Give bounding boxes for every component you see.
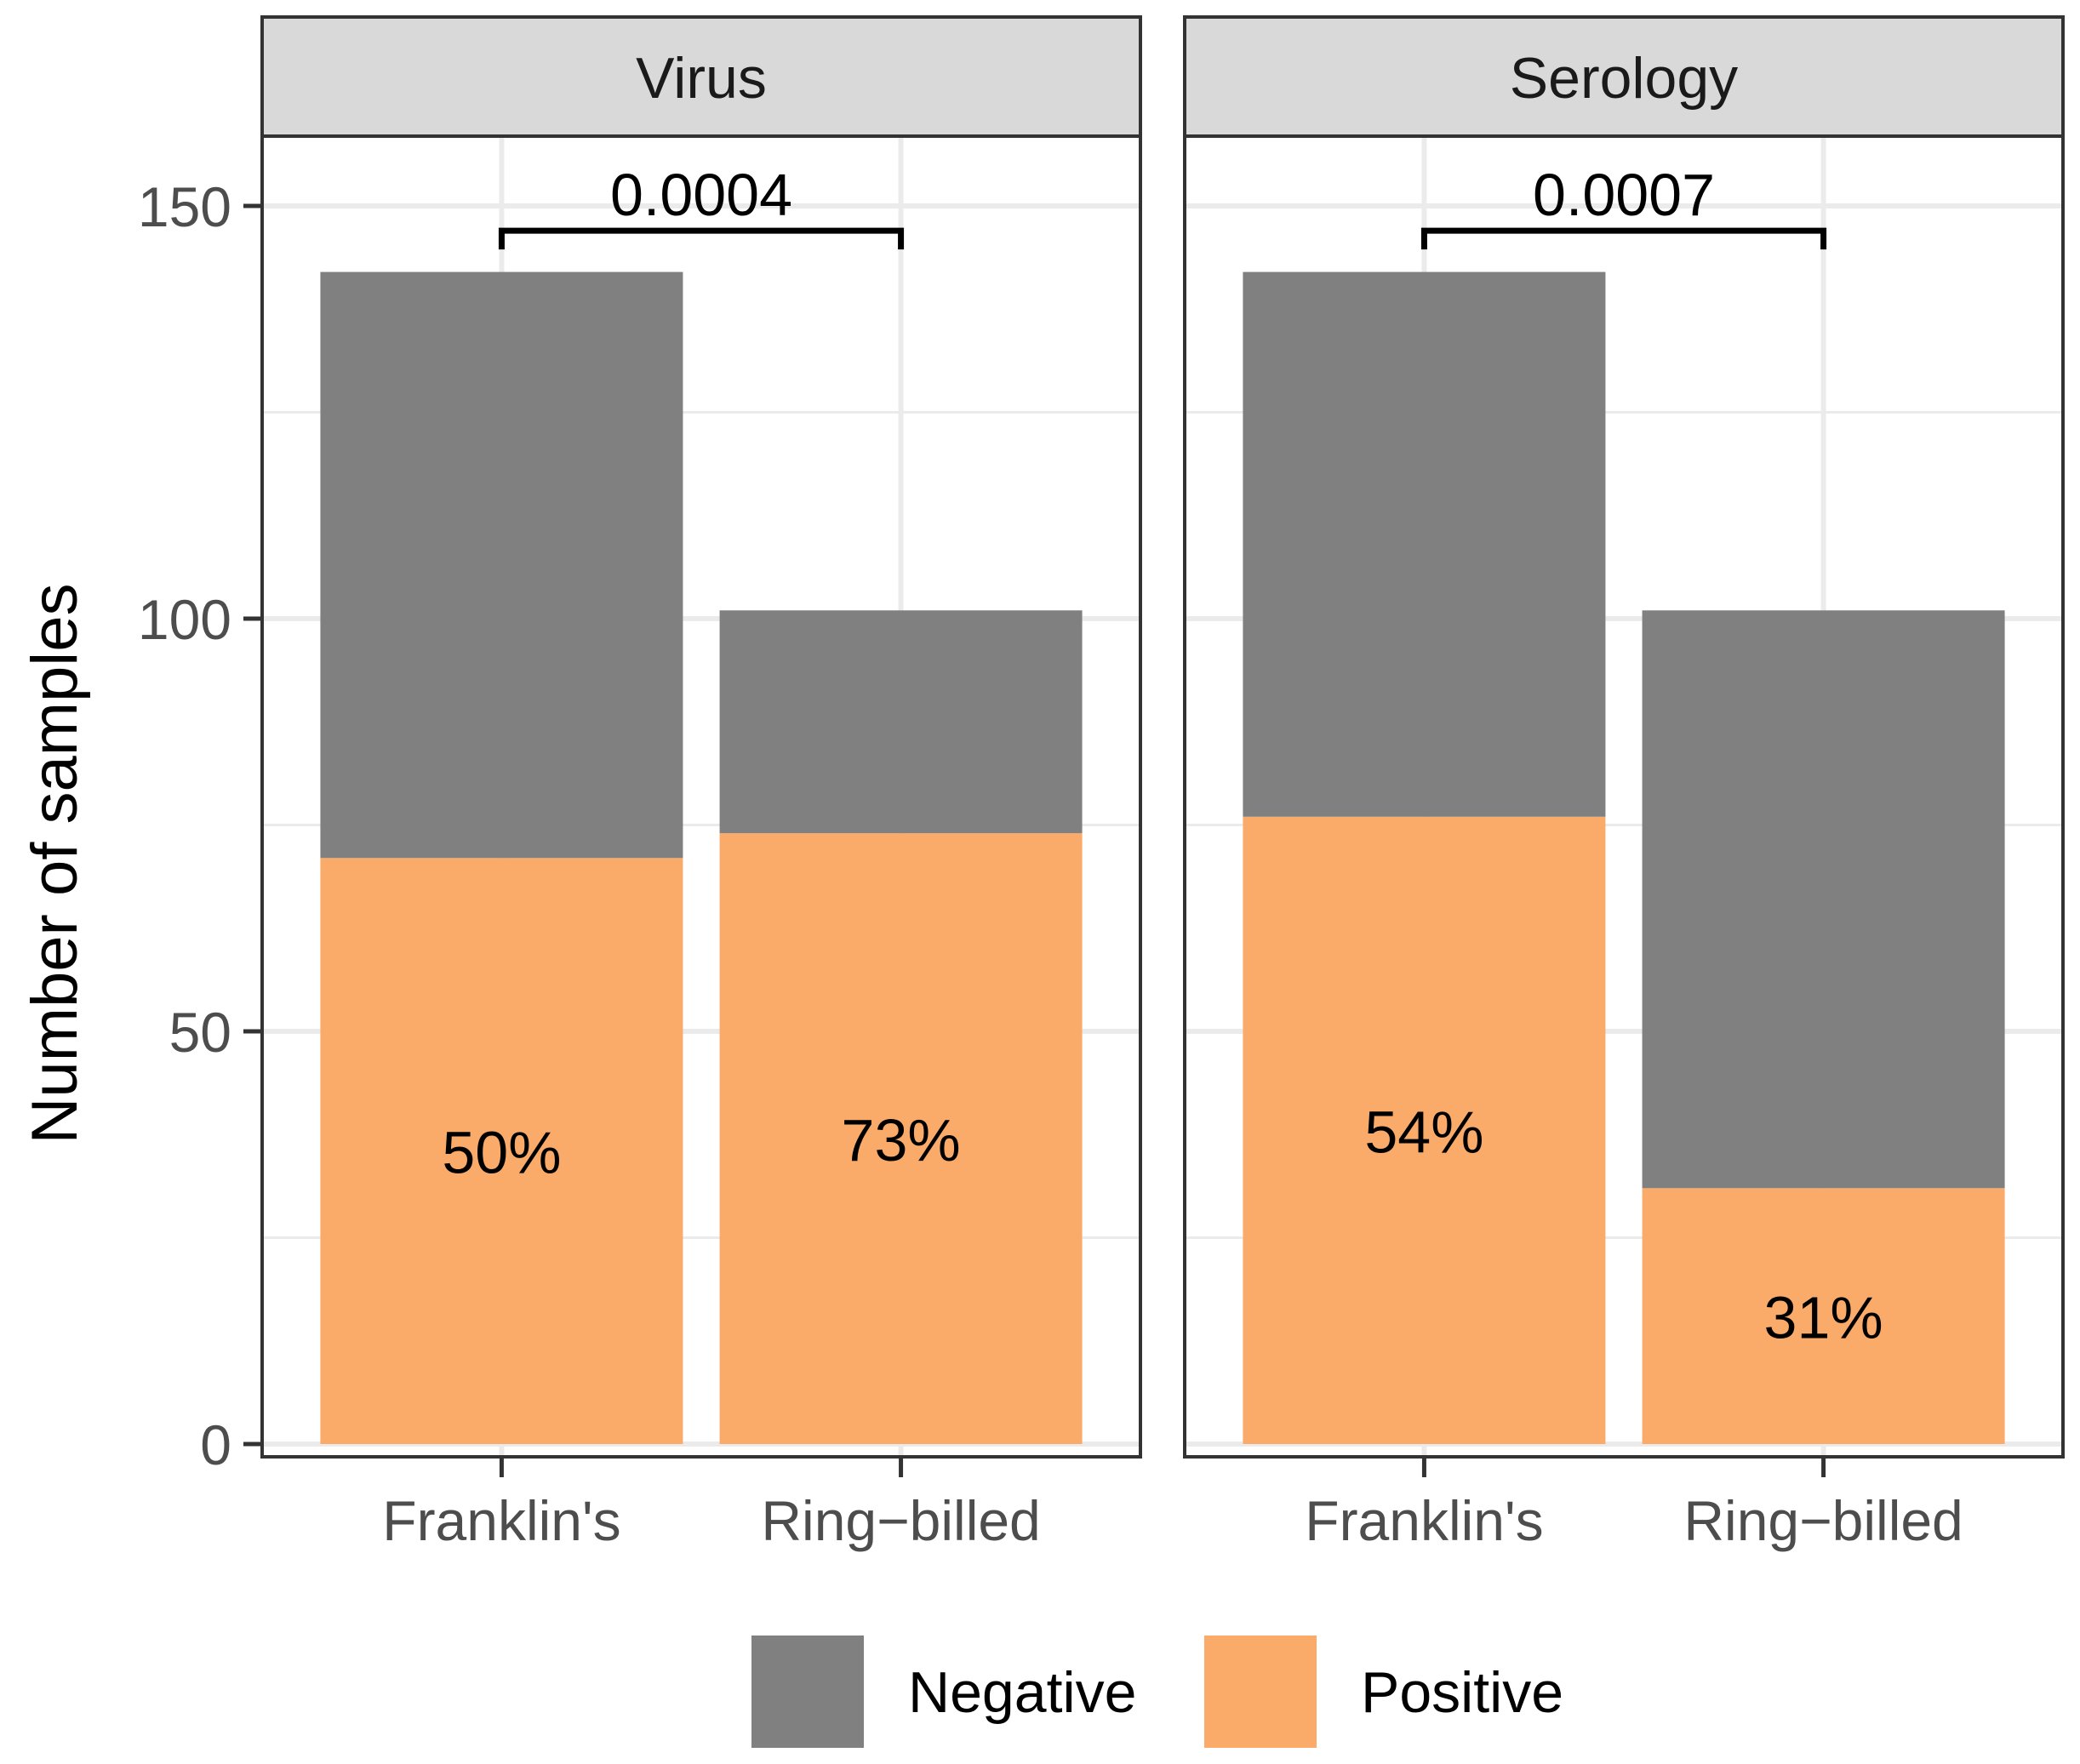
bar-positive: [320, 858, 683, 1444]
significance-bracket: [1420, 227, 1827, 250]
percent-label: 54%: [1364, 1099, 1483, 1165]
bar-negative: [1642, 610, 2005, 1189]
y-tick-label: 50: [169, 1001, 231, 1064]
y-tick-label: 150: [138, 175, 231, 238]
p-value-label: 0.0004: [610, 162, 792, 228]
x-tick-label: Franklin's: [1305, 1489, 1543, 1552]
y-tick-label: 100: [138, 588, 231, 651]
x-tick-label: Franklin's: [382, 1489, 620, 1552]
legend-label: Positive: [1361, 1660, 1563, 1725]
percent-label: 31%: [1764, 1285, 1883, 1351]
facet-strip: [1183, 15, 2065, 138]
facet-title: Serology: [1510, 46, 1738, 111]
bar-negative: [719, 610, 1083, 834]
facet-title: Virus: [636, 46, 767, 111]
percent-label: 50%: [442, 1120, 561, 1186]
y-axis-title: Number of samples: [19, 584, 91, 1145]
legend-swatch-negative: [751, 1636, 864, 1748]
significance-bracket: [498, 227, 905, 250]
bar-positive: [719, 833, 1083, 1444]
bar-negative: [1243, 271, 1606, 817]
percent-label: 73%: [842, 1107, 961, 1173]
bar-positive: [1642, 1188, 2005, 1444]
y-tick-label: 0: [200, 1413, 231, 1476]
facet-strip: [260, 15, 1142, 138]
x-tick-label: Ring−billed: [761, 1489, 1040, 1552]
legend-label: Negative: [908, 1660, 1136, 1725]
bar-positive: [1243, 816, 1606, 1444]
x-tick-label: Ring−billed: [1683, 1489, 1963, 1552]
legend-swatch-positive: [1204, 1636, 1317, 1748]
bar-negative: [320, 271, 683, 859]
p-value-label: 0.0007: [1533, 162, 1715, 228]
